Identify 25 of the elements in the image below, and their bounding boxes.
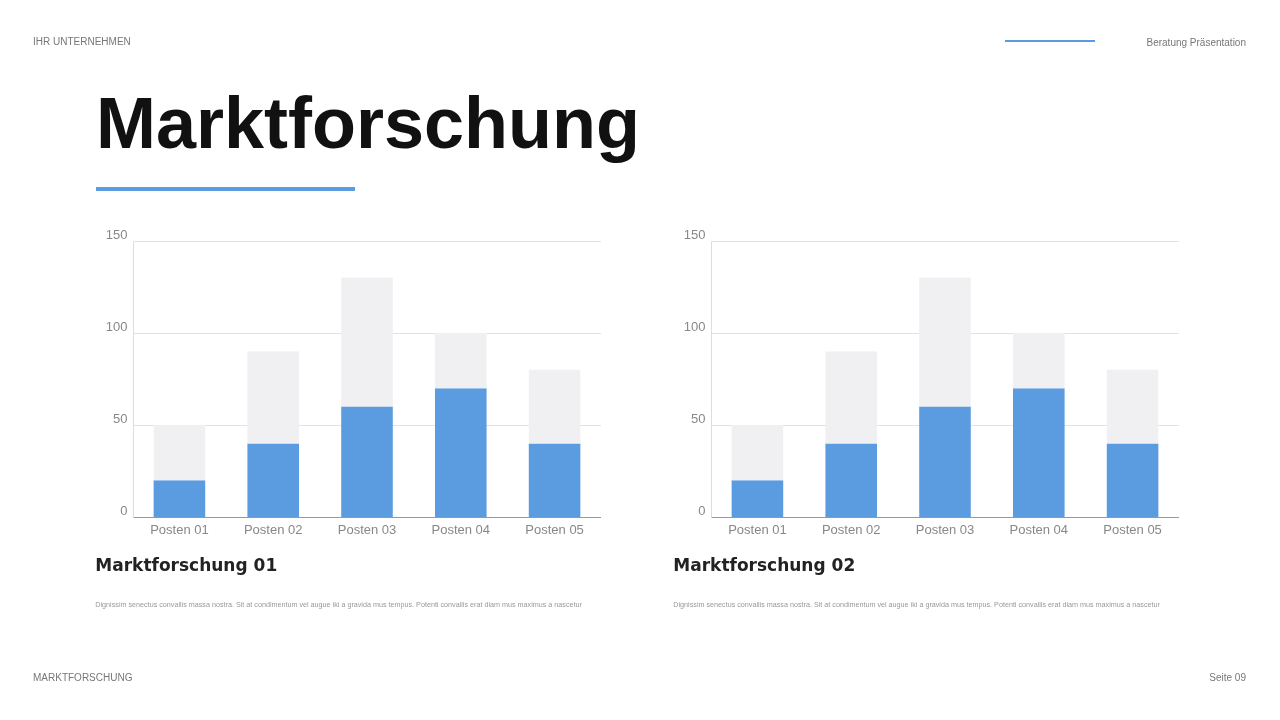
- x-tick-label: Posten 04: [431, 521, 491, 537]
- x-tick-label: Posten 01: [728, 521, 787, 537]
- text: Marktforschung: [96, 82, 641, 164]
- y-tick-label: 0: [698, 502, 706, 518]
- y-tick-label: 150: [105, 226, 128, 242]
- x-tick-label: Posten 03: [337, 521, 397, 537]
- x-tick-label: Posten 02: [243, 521, 303, 537]
- y-tick-label: 50: [691, 410, 706, 426]
- x-tick-label: Posten 04: [1009, 521, 1069, 537]
- y-tick-label: 100: [683, 318, 706, 334]
- text: Beratung Präsentation: [1146, 37, 1246, 48]
- text: Marktforschung 02: [673, 555, 856, 575]
- y-tick-label: 50: [113, 410, 128, 426]
- x-tick-label: Posten 02: [821, 521, 881, 537]
- y-tick-label: 100: [105, 318, 128, 334]
- text: Seite 09: [1209, 672, 1246, 683]
- text: Marktforschung 01: [95, 555, 278, 575]
- text: IHR UNTERNEHMEN: [33, 36, 131, 47]
- y-tick-label: 150: [683, 226, 706, 242]
- text: MARKTFORSCHUNG: [33, 672, 133, 683]
- y-tick-label: 0: [120, 502, 128, 518]
- x-tick-label: Posten 05: [525, 521, 584, 537]
- x-tick-label: Posten 01: [150, 521, 209, 537]
- x-tick-label: Posten 05: [1103, 521, 1162, 537]
- x-tick-label: Posten 03: [915, 521, 975, 537]
